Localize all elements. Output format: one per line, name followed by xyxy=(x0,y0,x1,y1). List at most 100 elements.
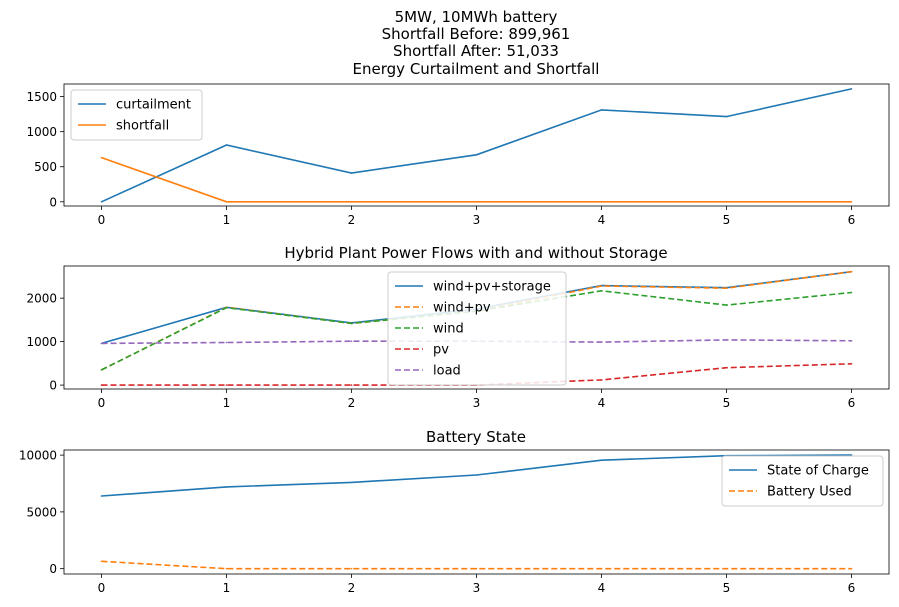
y-tick-label: 1000 xyxy=(26,125,57,139)
suptitle-line-3: Shortfall After: 51,033 xyxy=(393,42,559,60)
data-point xyxy=(350,322,353,325)
x-tick-label: 5 xyxy=(723,581,731,595)
data-point xyxy=(350,481,353,484)
x-tick-label: 1 xyxy=(223,581,231,595)
y-tick-label: 1500 xyxy=(26,90,57,104)
x-tick-label: 6 xyxy=(848,213,856,227)
x-tick-label: 3 xyxy=(473,396,481,410)
data-point xyxy=(225,200,228,203)
data-point xyxy=(475,474,478,476)
y-tick-label: 2000 xyxy=(26,292,57,306)
data-point xyxy=(100,560,103,563)
legend-box xyxy=(721,455,884,507)
legend-label: load xyxy=(433,364,461,379)
x-tick-label: 3 xyxy=(473,581,481,595)
data-point xyxy=(475,567,478,570)
x-tick-label: 2 xyxy=(348,581,356,595)
suptitle-line-1: 5MW, 10MWh battery xyxy=(395,8,558,26)
data-point xyxy=(725,287,728,289)
panel-title: Energy Curtailment and Shortfall xyxy=(353,60,600,78)
data-point xyxy=(225,144,228,146)
data-point xyxy=(850,200,853,203)
data-point xyxy=(850,339,853,342)
data-point xyxy=(350,340,353,342)
x-tick-label: 6 xyxy=(848,581,856,595)
x-tick-label: 2 xyxy=(348,396,356,410)
data-point xyxy=(100,156,103,159)
data-point xyxy=(100,495,103,497)
data-point xyxy=(350,567,353,570)
panel-title: Battery State xyxy=(426,428,526,446)
y-tick-label: 5000 xyxy=(26,505,57,519)
x-tick-label: 3 xyxy=(473,213,481,227)
data-point xyxy=(600,285,603,287)
data-point xyxy=(850,567,853,570)
legend: wind+pv+storage wind+pv wind pv load xyxy=(387,271,567,386)
data-point xyxy=(850,291,853,294)
data-point xyxy=(725,115,728,118)
x-tick-label: 4 xyxy=(598,396,606,410)
x-tick-label: 0 xyxy=(98,581,106,595)
data-point xyxy=(600,109,603,111)
x-tick-label: 5 xyxy=(723,396,731,410)
x-tick-label: 6 xyxy=(848,396,856,410)
curtailment-shortfall-panel: Energy Curtailment and Shortfall 0 1 2 3 4 5 6… xyxy=(26,60,890,227)
legend-label: wind xyxy=(433,322,464,337)
x-tick-label: 4 xyxy=(598,213,606,227)
data-point xyxy=(600,341,603,343)
data-point xyxy=(725,366,728,369)
legend-label: Battery Used xyxy=(767,485,852,500)
legend-label: curtailment xyxy=(116,98,191,113)
data-point xyxy=(225,384,228,386)
battery-state-panel: Battery State 0 1 2 3 4 5 6 0 5000 10000 State of … xyxy=(19,428,890,595)
data-point xyxy=(475,154,478,156)
legend-label: wind+pv xyxy=(433,301,491,316)
data-point xyxy=(225,341,228,344)
x-tick-label: 1 xyxy=(223,213,231,227)
data-point xyxy=(350,200,353,203)
legend-label: shortfall xyxy=(116,119,169,134)
power-flows-panel: Hybrid Plant Power Flows with and withou… xyxy=(26,244,890,410)
data-point xyxy=(600,289,603,292)
y-tick-label: 0 xyxy=(49,195,57,209)
legend: curtailment shortfall xyxy=(70,89,203,141)
data-point xyxy=(350,384,353,386)
panel-title: Hybrid Plant Power Flows with and withou… xyxy=(284,244,667,262)
data-point xyxy=(100,342,103,345)
y-tick-label: 1000 xyxy=(26,335,57,349)
data-point xyxy=(100,200,103,203)
legend-label: wind+pv+storage xyxy=(433,280,551,295)
legend-label: State of Charge xyxy=(767,464,869,479)
y-tick-label: 0 xyxy=(49,379,57,393)
data-point xyxy=(850,270,853,273)
legend-box xyxy=(70,89,203,141)
data-point xyxy=(225,567,228,570)
data-point xyxy=(725,567,728,570)
y-tick-label: 10000 xyxy=(19,449,57,463)
data-point xyxy=(850,362,853,365)
x-tick-label: 2 xyxy=(348,213,356,227)
x-tick-label: 4 xyxy=(598,581,606,595)
legend-box xyxy=(387,271,567,386)
x-tick-label: 0 xyxy=(98,213,106,227)
y-tick-label: 0 xyxy=(49,562,57,576)
x-tick-label: 1 xyxy=(223,396,231,410)
data-point xyxy=(100,369,103,371)
data-point xyxy=(225,306,228,309)
legend-label: pv xyxy=(433,343,449,358)
x-tick-label: 0 xyxy=(98,396,106,410)
x-tick-label: 5 xyxy=(723,213,731,227)
data-point xyxy=(850,88,853,90)
suptitle-line-2: Shortfall Before: 899,961 xyxy=(382,25,571,43)
data-point xyxy=(100,384,103,386)
data-point xyxy=(600,567,603,570)
data-point xyxy=(725,304,728,306)
data-point xyxy=(225,486,228,488)
legend: State of Charge Battery Used xyxy=(721,455,884,507)
data-point xyxy=(600,200,603,203)
y-tick-label: 500 xyxy=(34,160,57,174)
data-point xyxy=(725,200,728,203)
data-point xyxy=(600,379,603,381)
data-point xyxy=(350,172,353,174)
